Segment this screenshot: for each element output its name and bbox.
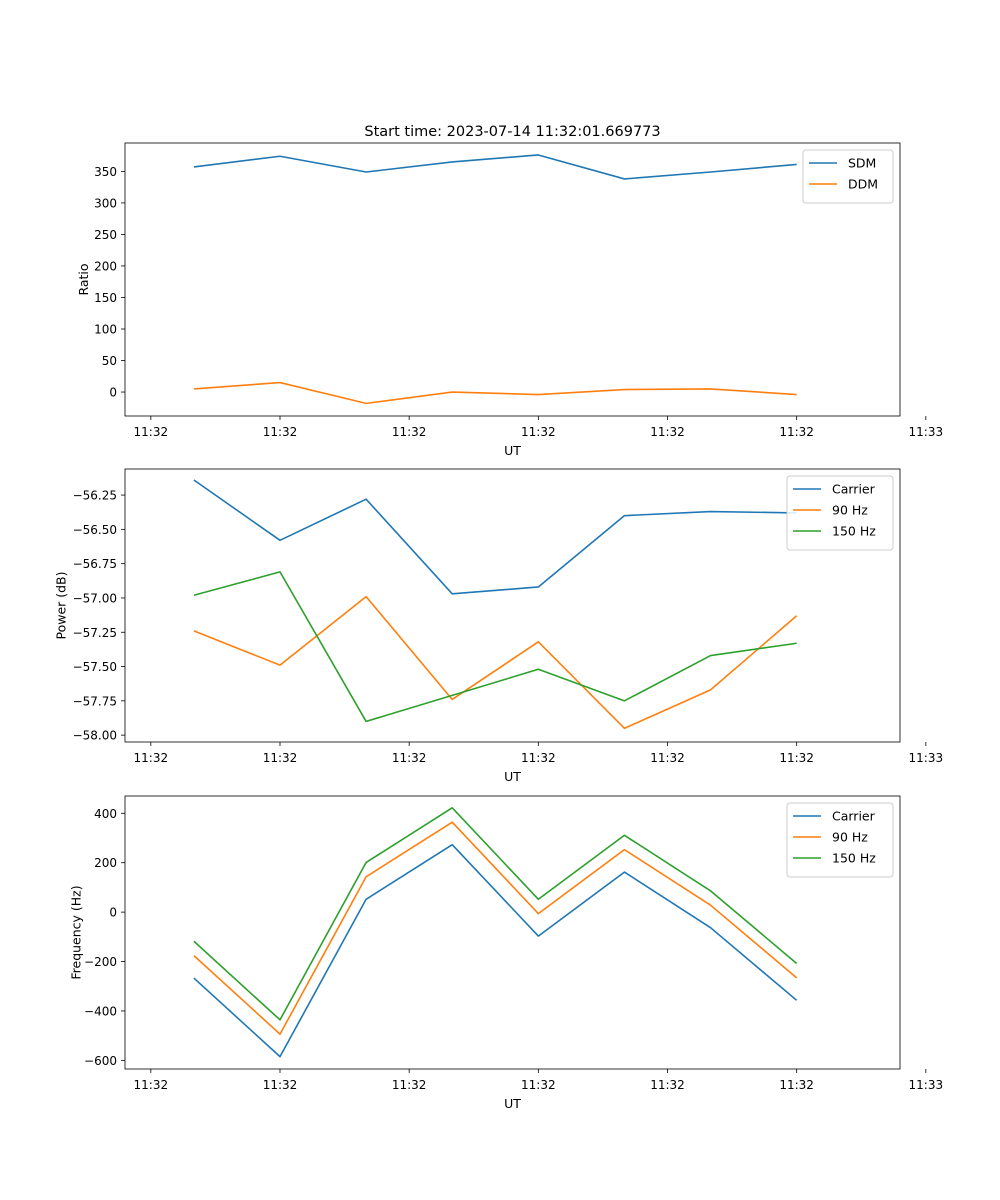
plot-area [124, 468, 901, 743]
y-axis-label: Frequency (Hz) [69, 885, 84, 979]
chart-panel-1: 11:32 11:32 11:32 11:32 11:32 11:32 11:33 0 50 10… [76, 142, 944, 458]
legend-label: 90 Hz [832, 830, 868, 845]
x-tick-label: 11:32 [650, 1078, 685, 1092]
x-tick-label: 11:33 [909, 751, 944, 765]
x-tick-label: 11:32 [521, 425, 556, 439]
x-tick-label: 11:33 [909, 1078, 944, 1092]
x-tick-label: 11:32 [521, 1078, 556, 1092]
legend-label: SDM [848, 156, 876, 171]
x-tick-label: 11:32 [779, 425, 814, 439]
y-tick-label: 250 [94, 228, 117, 242]
x-tick-label: 11:32 [392, 1078, 427, 1092]
x-tick-label: 11:32 [650, 751, 685, 765]
x-tick-label: 11:32 [650, 425, 685, 439]
chart-panel-2: 11:32 11:32 11:32 11:32 11:32 11:32 11:33 −58.0… [53, 468, 944, 784]
y-axis-label: Power (dB) [53, 571, 68, 639]
legend-label: Carrier [832, 482, 876, 497]
x-tick-label: 11:32 [263, 751, 298, 765]
chart-panel-3: 11:32 11:32 11:32 11:32 11:32 11:32 11:33 −600 −… [69, 795, 944, 1111]
legend-label: 150 Hz [832, 851, 876, 866]
series-line-carrier [193, 479, 797, 595]
y-tick-label: 300 [94, 196, 117, 210]
y-tick-label: −400 [84, 1004, 117, 1018]
y-tick-label: −200 [84, 955, 117, 969]
plot-area [124, 142, 901, 417]
y-tick-label: 200 [94, 259, 117, 273]
y-tick-label: 100 [94, 322, 117, 336]
legend-label: DDM [848, 177, 878, 192]
y-tick-label: 200 [94, 856, 117, 870]
y-tick-label: −56.75 [73, 557, 117, 571]
series-line-carrier [193, 843, 798, 1058]
y-tick-label: 0 [109, 386, 117, 400]
legend-label: 150 Hz [832, 524, 876, 539]
x-axis-label: UT [504, 769, 521, 784]
y-tick-label: 350 [94, 165, 117, 179]
legend: Carrier 90 Hz 150 Hz [786, 802, 894, 878]
series-line-150-hz [193, 571, 797, 723]
x-tick-label: 11:32 [392, 425, 427, 439]
legend: Carrier 90 Hz 150 Hz [786, 475, 894, 551]
y-tick-label: −57.25 [73, 626, 117, 640]
y-tick-label: 150 [94, 291, 117, 305]
legend: SDM DDM [802, 149, 894, 204]
y-tick-label: −56.50 [73, 523, 117, 537]
x-tick-label: 11:33 [909, 425, 944, 439]
x-tick-label: 11:32 [779, 751, 814, 765]
series-line-90-hz [193, 595, 798, 730]
figure-title: Start time: 2023-07-14 11:32:01.669773 [364, 124, 660, 140]
x-tick-label: 11:32 [779, 1078, 814, 1092]
x-tick-label: 11:32 [134, 751, 169, 765]
x-tick-label: 11:32 [134, 425, 169, 439]
plot-area [124, 795, 901, 1070]
legend-label: 90 Hz [832, 503, 868, 518]
legend-label: Carrier [832, 809, 876, 824]
series-line-ddm [193, 381, 797, 405]
y-tick-label: −600 [84, 1054, 117, 1068]
y-axis-label: Ratio [76, 263, 91, 295]
x-tick-label: 11:32 [263, 1078, 298, 1092]
series-line-150-hz [193, 807, 798, 1021]
x-axis-label: UT [504, 443, 521, 458]
y-tick-label: 0 [109, 906, 117, 920]
x-tick-label: 11:32 [392, 751, 427, 765]
y-tick-label: 50 [102, 354, 117, 368]
series-line-90-hz [193, 821, 798, 1035]
y-tick-label: −57.50 [73, 660, 117, 674]
series-line-sdm [193, 154, 797, 180]
y-tick-label: −57.75 [73, 694, 117, 708]
x-tick-label: 11:32 [521, 751, 556, 765]
x-tick-label: 11:32 [134, 1078, 169, 1092]
y-tick-label: −57.00 [73, 591, 117, 605]
y-tick-label: −56.25 [73, 489, 117, 503]
x-tick-label: 11:32 [263, 425, 298, 439]
y-tick-label: 400 [94, 807, 117, 821]
x-axis-label: UT [504, 1096, 521, 1111]
y-tick-label: −58.00 [73, 729, 117, 743]
